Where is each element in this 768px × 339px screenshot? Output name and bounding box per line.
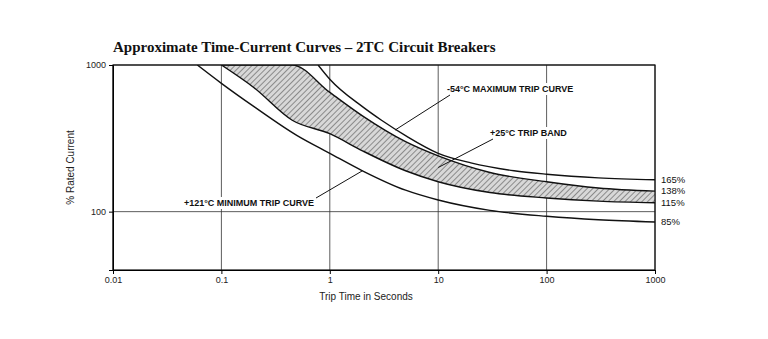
- x-tick-label: 1: [328, 275, 333, 285]
- x-tick-mark: [547, 270, 548, 274]
- band-lower-edge: [221, 65, 655, 203]
- x-tick: 1: [328, 270, 333, 285]
- x-axis-title: Trip Time in Seconds: [319, 291, 413, 302]
- x-tick: 100: [540, 270, 555, 285]
- x-tick-mark: [330, 270, 331, 274]
- x-tick-label: 1000: [645, 275, 665, 285]
- title: Approximate Time-Current Curves – 2TC Ci…: [113, 39, 496, 55]
- end-label: 165%: [661, 174, 686, 185]
- annotations: -54°C MAXIMUM TRIP CURVE +25°C TRIP BAND +…: [142, 83, 686, 227]
- x-tick: 0.1: [216, 270, 229, 285]
- x-tick-label: 10: [434, 275, 444, 285]
- x-tick-mark: [655, 270, 656, 274]
- end-label: 138%: [661, 185, 686, 196]
- y-axis: 100 1000: [86, 60, 114, 270]
- x-tick-label: 0.01: [105, 275, 123, 285]
- y-tick-label: 1000: [86, 60, 106, 70]
- y-tick-label: 100: [91, 207, 106, 217]
- x-tick: 10: [434, 270, 444, 285]
- x-tick-label: 0.1: [216, 275, 229, 285]
- y-tick-mark: [109, 65, 113, 66]
- curve-callout: +121°C MINIMUM TRIP CURVE: [184, 198, 314, 208]
- x-tick-mark: [438, 270, 439, 274]
- x-tick-label: 100: [540, 275, 555, 285]
- x-tick: 1000: [645, 270, 665, 285]
- y-axis-line: [109, 66, 114, 271]
- curve-callout: -54°C MAXIMUM TRIP CURVE: [447, 84, 573, 94]
- grid-line-y: [113, 211, 655, 212]
- grid: [113, 65, 655, 270]
- chart: 0.01 0.1 1 10 100 1000 100 1000 Approximate Time…: [0, 0, 768, 339]
- end-label: 85%: [661, 216, 681, 227]
- curve-callout: +25°C TRIP BAND: [490, 128, 567, 138]
- grid-line-x: [221, 65, 222, 270]
- x-axis-line: [114, 271, 656, 275]
- trip-band: [221, 65, 655, 203]
- annotation-leader: [395, 95, 450, 130]
- annotation-leader: [316, 171, 362, 198]
- grid-line-x: [546, 65, 547, 270]
- y-axis-title: % Rated Current: [65, 130, 76, 205]
- x-axis: 0.01 0.1 1 10 100 1000: [105, 270, 666, 285]
- annotation-leader: [438, 139, 493, 168]
- end-label: 115%: [661, 197, 685, 208]
- y-tick: 1000: [86, 60, 113, 70]
- x-tick: 0.01: [105, 270, 123, 285]
- y-tick-mark: [109, 212, 113, 213]
- annotation-background: [444, 83, 614, 95]
- annotation-background: [487, 127, 579, 139]
- x-tick-mark: [221, 270, 222, 274]
- plot-frame: [113, 65, 655, 270]
- annotation-background: [142, 197, 316, 209]
- y-tick: 100: [91, 207, 113, 217]
